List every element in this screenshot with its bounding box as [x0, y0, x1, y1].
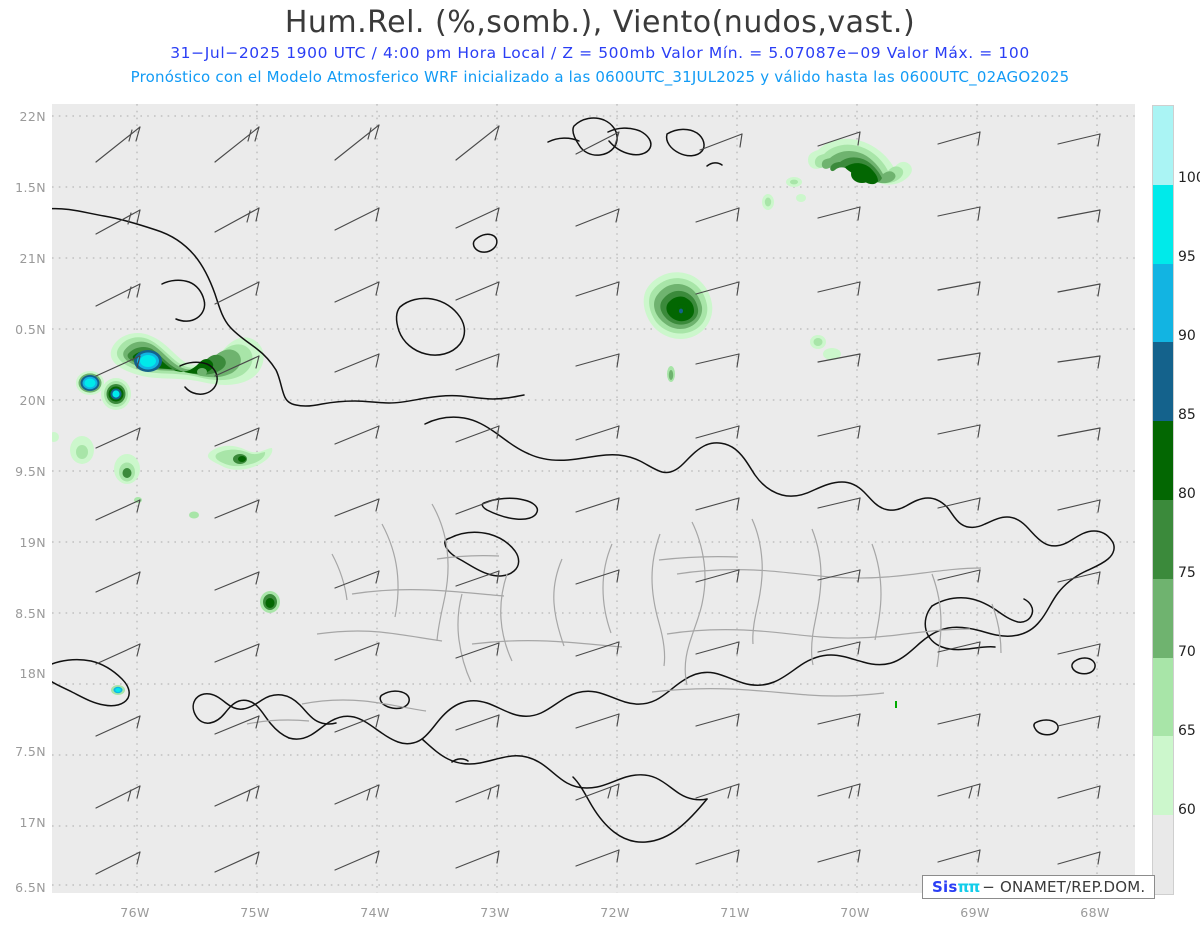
map-plot-area[interactable] — [52, 104, 1135, 893]
colorbar-band-5 — [1153, 499, 1173, 579]
colorbar-tick-100: 100 — [1178, 170, 1200, 186]
colorbar-band-0 — [1153, 106, 1173, 185]
humidity-blob-central — [643, 272, 713, 339]
attribution-logo-box: Sis ππ − ONAMET/REP.DOM. — [922, 875, 1156, 899]
humidity-blob-northeast — [762, 138, 912, 210]
x-tick-72w: 72W — [600, 905, 630, 920]
logo-org-text: − ONAMET/REP.DOM. — [982, 878, 1146, 896]
colorbar-band-4 — [1153, 421, 1173, 500]
logo-sis-text: Sis — [932, 878, 958, 896]
humidity-blob-specks-sw — [52, 432, 273, 519]
y-tick-20n: 20N — [19, 393, 46, 408]
colorbar-tick-95: 95 — [1178, 249, 1196, 265]
colorbar-band-7 — [1153, 657, 1173, 737]
forecast-meta-line: 31−Jul−2025 1900 UTC / 4:00 pm Hora Loca… — [170, 44, 1030, 62]
y-tick-185n: 8.5N — [15, 606, 46, 621]
x-tick-69w: 69W — [960, 905, 990, 920]
y-tick-215n: 1.5N — [15, 180, 46, 195]
y-tick-22n: 22N — [19, 109, 46, 124]
humidity-blob-far-west — [111, 685, 125, 695]
colorbar[interactable] — [1152, 105, 1174, 895]
x-tick-70w: 70W — [840, 905, 870, 920]
y-tick-175n: 7.5N — [15, 744, 46, 759]
x-tick-71w: 71W — [720, 905, 750, 920]
y-tick-165n: 6.5N — [15, 880, 46, 895]
x-tick-73w: 73W — [480, 905, 510, 920]
humidity-blob-mid-west — [260, 591, 280, 613]
x-tick-68w: 68W — [1080, 905, 1110, 920]
colorbar-band-9 — [1153, 815, 1173, 894]
colorbar-tick-85: 85 — [1178, 407, 1196, 423]
province-borders — [246, 503, 1002, 725]
colorbar-tick-70: 70 — [1178, 644, 1196, 660]
colorbar-band-2 — [1153, 263, 1173, 343]
x-tick-74w: 74W — [360, 905, 390, 920]
map-svg — [52, 104, 1135, 893]
humidity-blob-cuba-north — [76, 333, 264, 410]
humidity-dot-dr-south — [895, 701, 897, 708]
logo-pi-text: ππ — [957, 878, 980, 896]
colorbar-tick-60: 60 — [1178, 802, 1196, 818]
humidity-shading — [52, 138, 912, 708]
colorbar-band-6 — [1153, 578, 1173, 658]
y-tick-18n: 18N — [19, 666, 46, 681]
colorbar-band-3 — [1153, 342, 1173, 422]
colorbar-band-1 — [1153, 184, 1173, 264]
model-run-line: Pronóstico con el Modelo Atmosferico WRF… — [130, 68, 1070, 86]
y-tick-205n: 0.5N — [15, 322, 46, 337]
colorbar-tick-80: 80 — [1178, 486, 1196, 502]
colorbar-band-8 — [1153, 736, 1173, 816]
page-title: Hum.Rel. (%,somb.), Viento(nudos,vast.) — [284, 5, 916, 40]
colorbar-tick-65: 65 — [1178, 723, 1196, 739]
colorbar-tick-75: 75 — [1178, 565, 1196, 581]
wind-barbs — [95, 124, 1101, 875]
y-tick-19n: 19N — [19, 535, 46, 550]
grid-lines — [52, 104, 1135, 893]
y-tick-195n: 9.5N — [15, 464, 46, 479]
y-tick-17n: 17N — [19, 815, 46, 830]
x-tick-76w: 76W — [120, 905, 150, 920]
colorbar-tick-90: 90 — [1178, 328, 1196, 344]
x-tick-75w: 75W — [240, 905, 270, 920]
y-tick-21n: 21N — [19, 251, 46, 266]
coastlines — [52, 117, 1115, 843]
humidity-blob-small-pair — [810, 335, 841, 360]
